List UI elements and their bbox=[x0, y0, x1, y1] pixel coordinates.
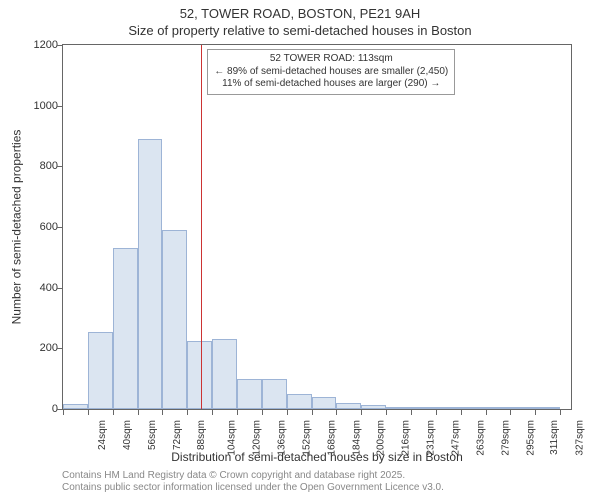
x-tick-mark bbox=[361, 410, 362, 415]
x-tick-label: 24sqm bbox=[97, 420, 108, 450]
histogram-bar bbox=[386, 407, 411, 409]
histogram-bar bbox=[262, 379, 287, 409]
x-tick-mark bbox=[386, 410, 387, 415]
chart-title-sub: Size of property relative to semi-detach… bbox=[0, 23, 600, 38]
plot-area: 52 TOWER ROAD: 113sqm← 89% of semi-detac… bbox=[62, 44, 572, 410]
annotation-line: ← 89% of semi-detached houses are smalle… bbox=[214, 66, 448, 79]
x-tick-mark bbox=[486, 410, 487, 415]
histogram-bar bbox=[88, 332, 113, 409]
histogram-bar bbox=[63, 404, 88, 409]
y-tick-mark bbox=[57, 227, 62, 228]
y-tick-label: 200 bbox=[18, 342, 58, 354]
x-tick-mark bbox=[287, 410, 288, 415]
x-tick-mark bbox=[138, 410, 139, 415]
x-tick-label: 40sqm bbox=[122, 420, 133, 450]
x-tick-mark bbox=[510, 410, 511, 415]
histogram-bar bbox=[361, 405, 386, 409]
histogram-bar bbox=[162, 230, 187, 409]
histogram-bar bbox=[287, 394, 312, 409]
property-size-chart: 52, TOWER ROAD, BOSTON, PE21 9AH Size of… bbox=[0, 0, 600, 500]
y-tick-label: 1200 bbox=[18, 39, 58, 51]
x-tick-mark bbox=[312, 410, 313, 415]
histogram-bar bbox=[535, 407, 560, 409]
x-tick-mark bbox=[560, 410, 561, 415]
x-tick-mark bbox=[461, 410, 462, 415]
y-tick-label: 800 bbox=[18, 160, 58, 172]
footnote-line: Contains HM Land Registry data © Crown c… bbox=[62, 470, 580, 482]
x-tick-mark bbox=[113, 410, 114, 415]
y-tick-mark bbox=[57, 106, 62, 107]
x-tick-mark bbox=[262, 410, 263, 415]
y-tick-mark bbox=[57, 409, 62, 410]
x-tick-mark bbox=[411, 410, 412, 415]
y-tick-label: 400 bbox=[18, 282, 58, 294]
y-tick-label: 0 bbox=[18, 403, 58, 415]
y-tick-mark bbox=[57, 45, 62, 46]
x-tick-mark bbox=[88, 410, 89, 415]
histogram-bar bbox=[237, 379, 262, 409]
y-tick-mark bbox=[57, 288, 62, 289]
histogram-bar bbox=[138, 139, 163, 409]
x-tick-mark bbox=[63, 410, 64, 415]
histogram-bar bbox=[510, 407, 535, 409]
x-tick-mark bbox=[436, 410, 437, 415]
x-axis-label: Distribution of semi-detached houses by … bbox=[62, 450, 572, 464]
histogram-bar bbox=[436, 407, 461, 409]
y-tick-mark bbox=[57, 166, 62, 167]
histogram-bar bbox=[336, 403, 361, 409]
y-tick-label: 1000 bbox=[18, 100, 58, 112]
chart-footnote: Contains HM Land Registry data © Crown c… bbox=[62, 470, 580, 494]
y-tick-label: 600 bbox=[18, 221, 58, 233]
annotation-line: 52 TOWER ROAD: 113sqm bbox=[214, 53, 448, 66]
x-tick-label: 88sqm bbox=[196, 420, 207, 450]
x-tick-mark bbox=[336, 410, 337, 415]
x-tick-mark bbox=[162, 410, 163, 415]
x-tick-label: 327sqm bbox=[575, 420, 586, 456]
x-tick-label: 56sqm bbox=[147, 420, 158, 450]
annotation-box: 52 TOWER ROAD: 113sqm← 89% of semi-detac… bbox=[207, 49, 455, 95]
annotation-line: 11% of semi-detached houses are larger (… bbox=[214, 78, 448, 91]
y-tick-mark bbox=[57, 348, 62, 349]
x-tick-mark bbox=[187, 410, 188, 415]
histogram-bar bbox=[187, 341, 212, 409]
property-marker-line bbox=[201, 45, 202, 409]
histogram-bar bbox=[212, 339, 237, 409]
x-tick-mark bbox=[237, 410, 238, 415]
histogram-bar bbox=[411, 407, 436, 409]
chart-title-main: 52, TOWER ROAD, BOSTON, PE21 9AH bbox=[0, 6, 600, 21]
x-tick-mark bbox=[535, 410, 536, 415]
x-tick-mark bbox=[212, 410, 213, 415]
footnote-line: Contains public sector information licen… bbox=[62, 482, 580, 494]
histogram-bar bbox=[113, 248, 138, 409]
x-tick-label: 72sqm bbox=[172, 420, 183, 450]
histogram-bar bbox=[312, 397, 337, 409]
histogram-bar bbox=[486, 407, 511, 409]
histogram-bar bbox=[461, 407, 486, 409]
